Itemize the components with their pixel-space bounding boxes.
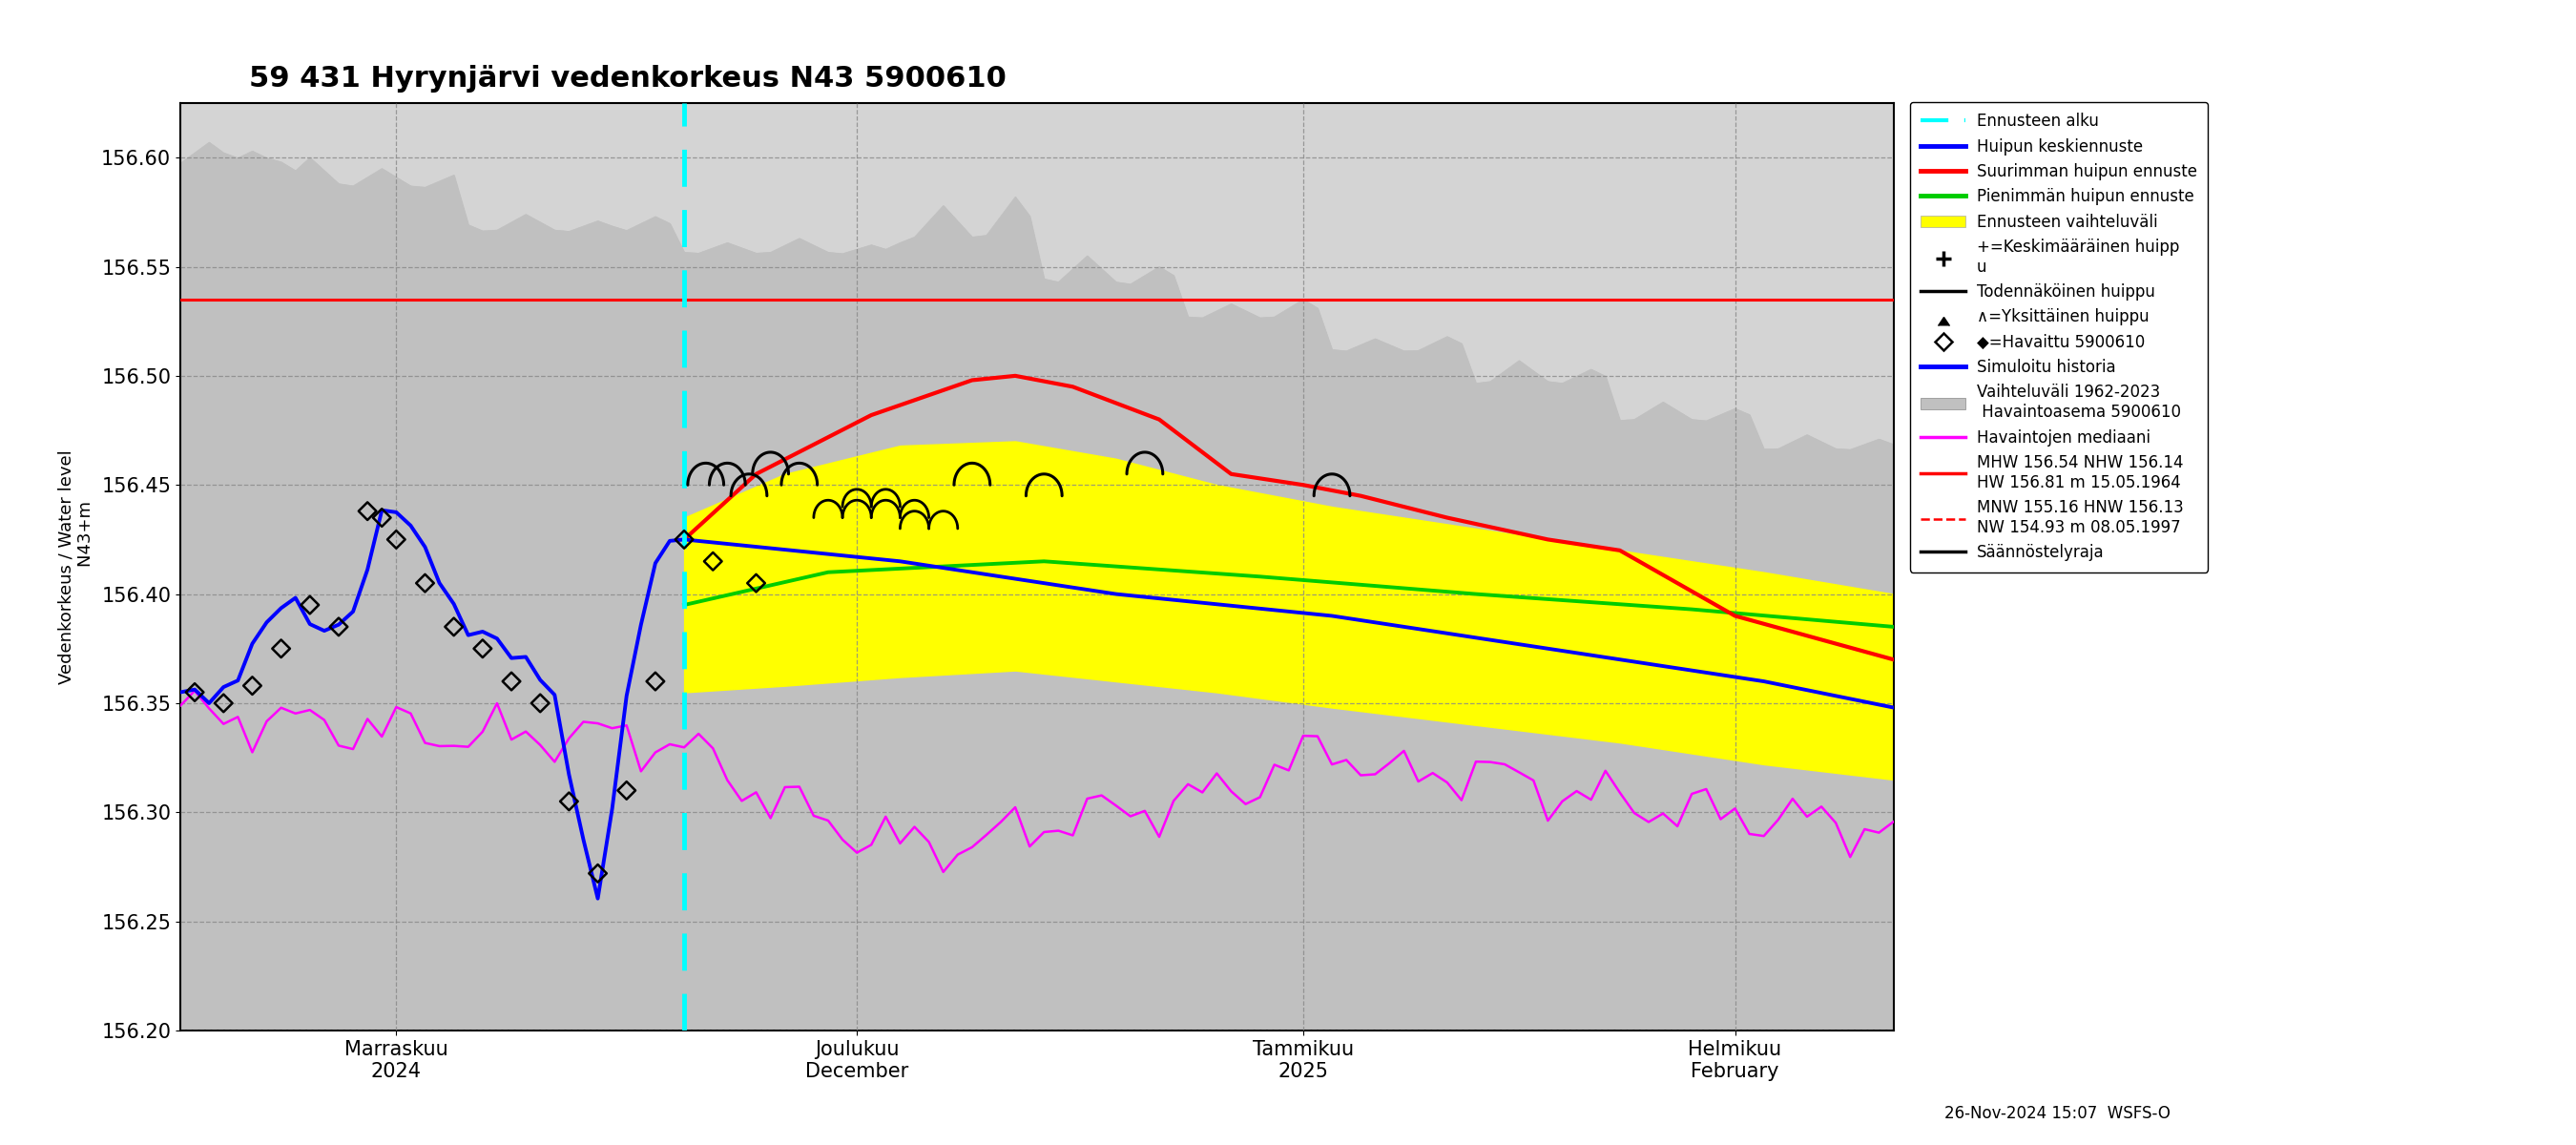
Point: [461, 639, 502, 657]
Y-axis label: Vedenkorkeus / Water level
            N43+m: Vedenkorkeus / Water level N43+m: [57, 450, 95, 684]
Text: 26-Nov-2024 15:07  WSFS-O: 26-Nov-2024 15:07 WSFS-O: [1945, 1105, 2172, 1122]
Point: [361, 508, 402, 527]
Point: [204, 694, 245, 712]
Point: [634, 672, 675, 690]
Point: [376, 530, 417, 548]
Point: [260, 639, 301, 657]
Point: [175, 684, 216, 702]
Point: [577, 864, 618, 883]
Point: [404, 574, 446, 592]
Point: [549, 792, 590, 811]
Point: [665, 530, 706, 548]
Point: [492, 672, 533, 690]
Point: [317, 617, 358, 635]
Point: [232, 677, 273, 695]
Point: [348, 502, 389, 520]
Text: 59 431 Hyrynjärvi vedenkorkeus N43 5900610: 59 431 Hyrynjärvi vedenkorkeus N43 59006…: [250, 65, 1007, 93]
Point: [520, 694, 562, 712]
Point: [605, 781, 647, 799]
Point: [693, 552, 734, 570]
Legend: Ennusteen alku, Huipun keskiennuste, Suurimman huipun ennuste, Pienimmän huipun : Ennusteen alku, Huipun keskiennuste, Suu…: [1909, 102, 2208, 572]
Point: [289, 595, 330, 614]
Point: [433, 617, 474, 635]
Point: [737, 574, 778, 592]
